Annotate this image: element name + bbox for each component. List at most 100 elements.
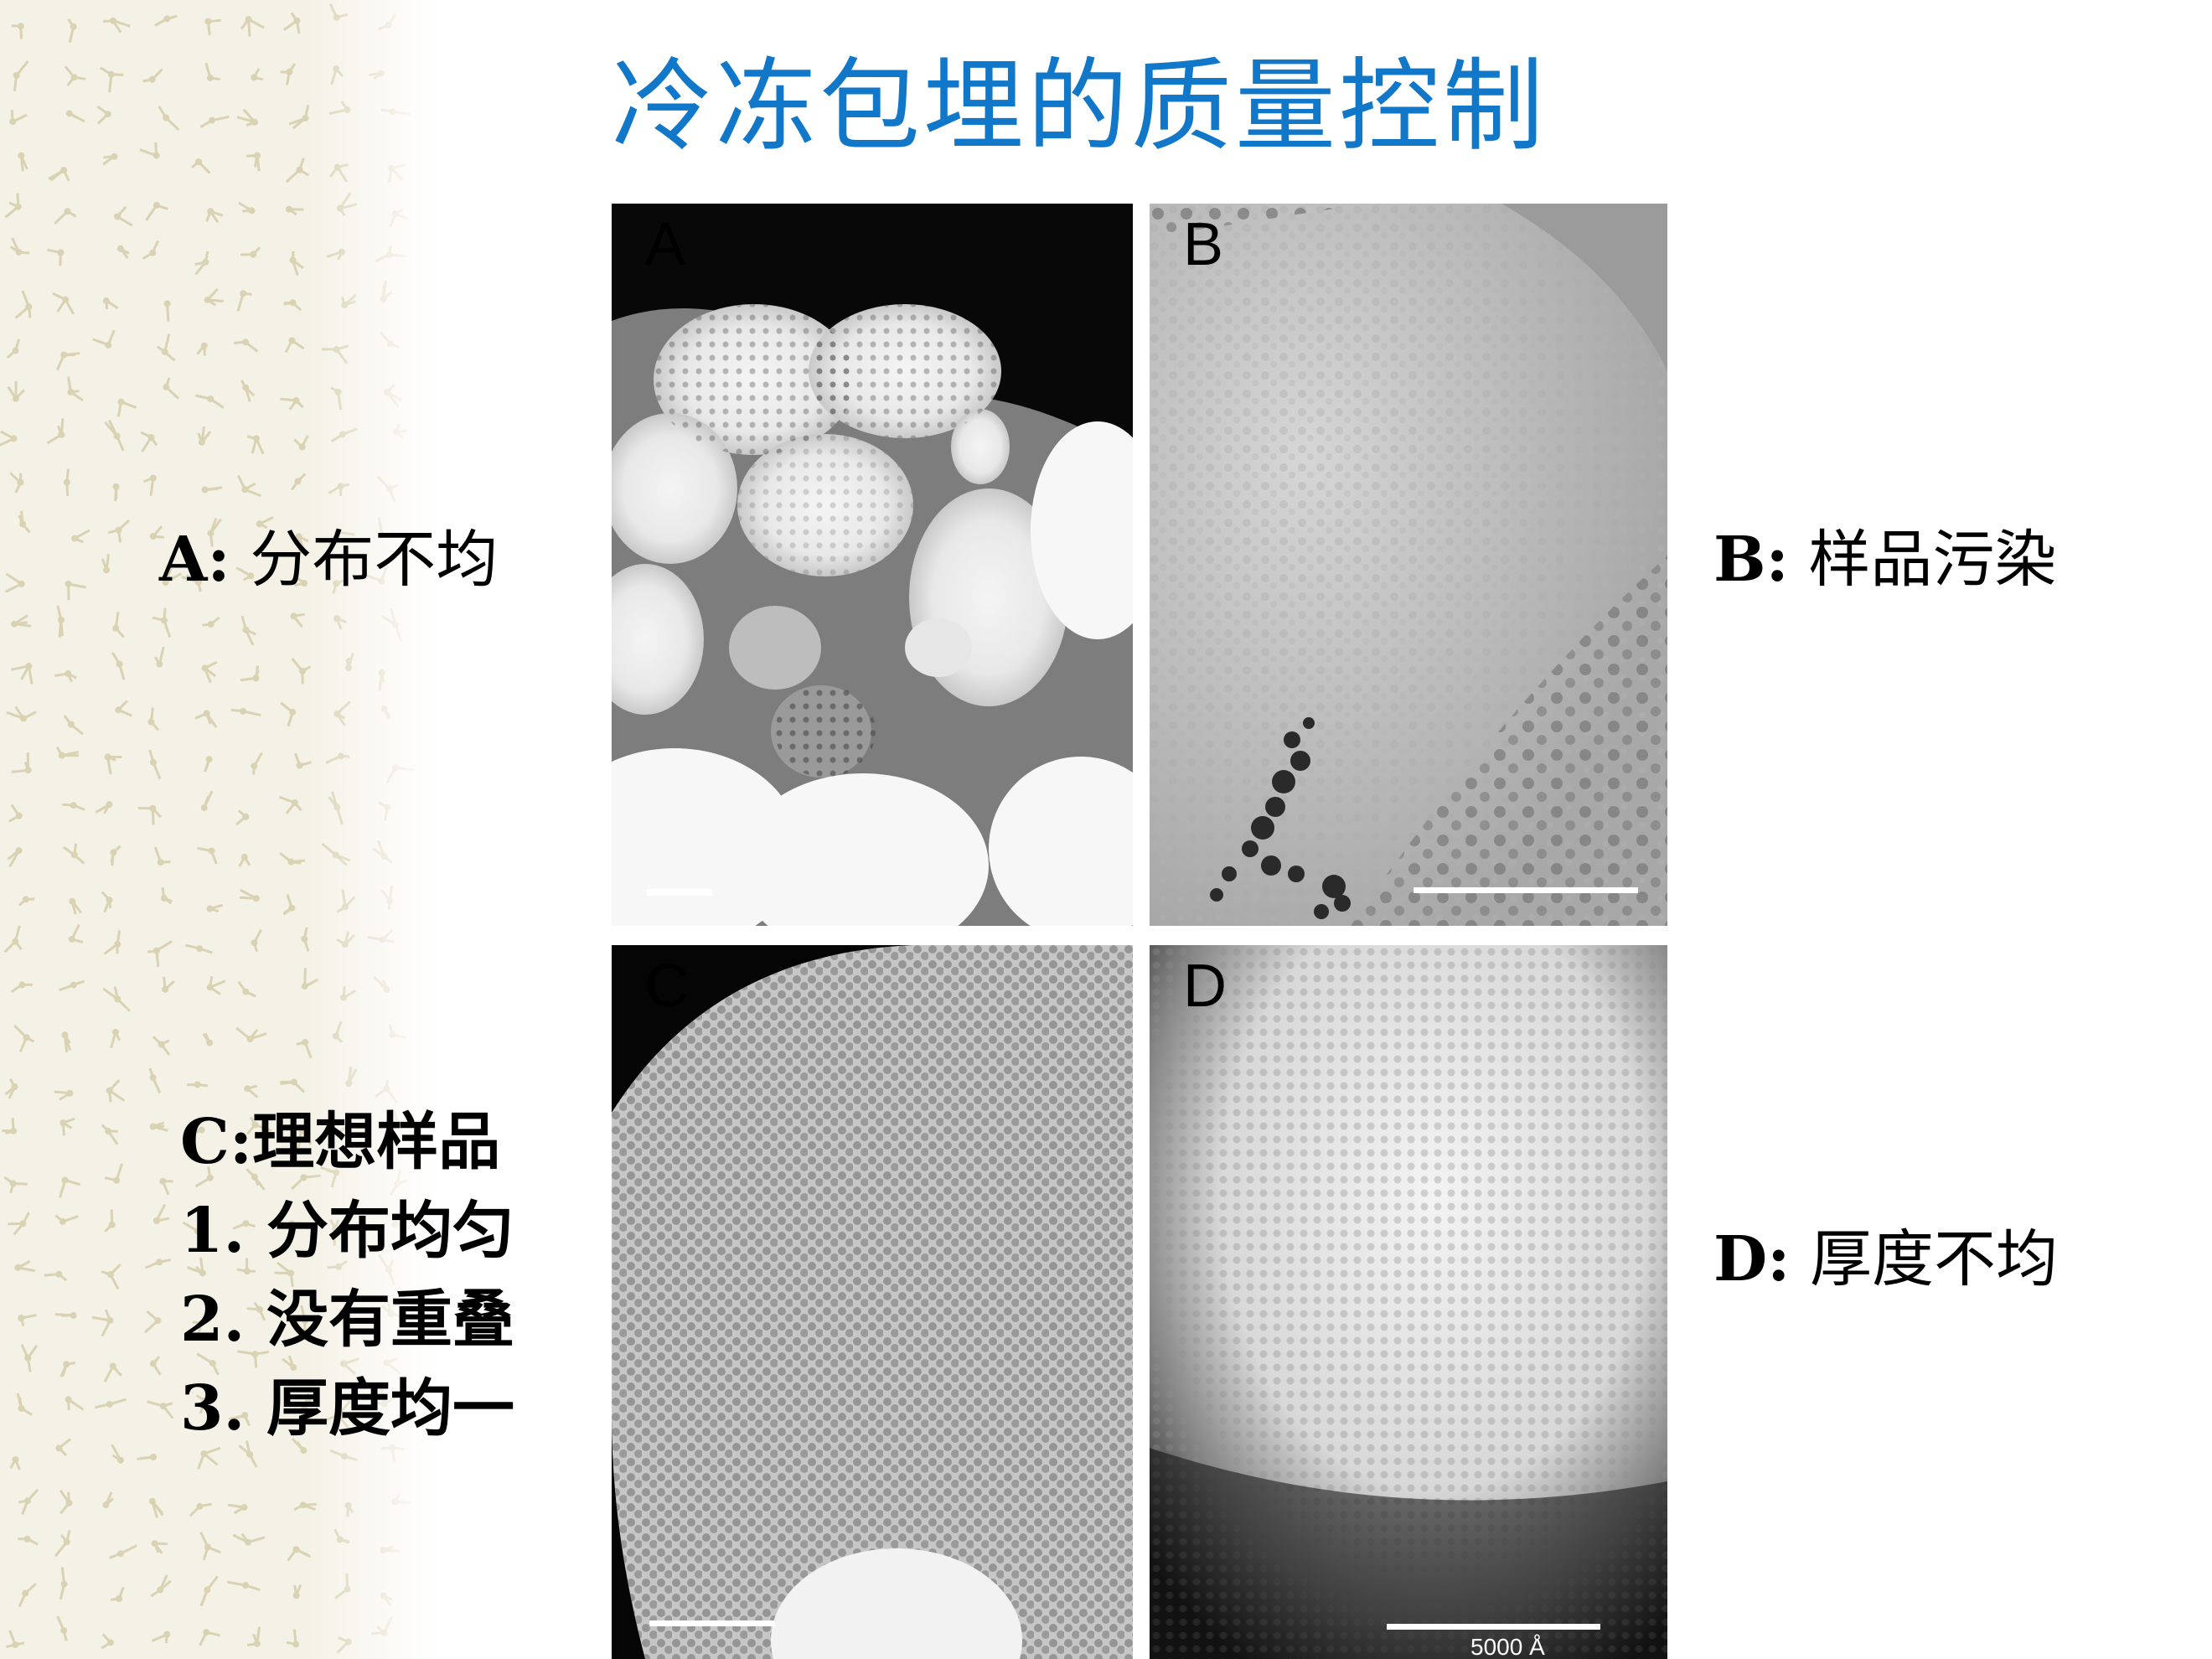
molecule-glyph — [112, 612, 125, 638]
molecule-glyph — [55, 351, 80, 371]
molecule-glyph — [116, 398, 137, 417]
molecule-glyph — [330, 427, 359, 443]
molecule-glyph — [18, 1535, 39, 1546]
molecule-glyph — [106, 1079, 126, 1103]
molecule-glyph — [296, 1038, 313, 1059]
molecule-glyph — [62, 843, 85, 865]
molecule-glyph — [65, 1396, 85, 1411]
molecule-glyph — [238, 1440, 258, 1468]
molecule-glyph — [383, 1357, 402, 1375]
molecule-glyph — [103, 930, 121, 955]
molecule-glyph — [235, 809, 250, 826]
molecule-glyph — [65, 580, 86, 601]
molecule-glyph — [238, 201, 256, 214]
molecule-glyph — [192, 1315, 215, 1335]
micrograph-panel-c: C — [612, 945, 1133, 1659]
molecule-glyph — [388, 163, 406, 183]
molecule-glyph — [300, 1305, 309, 1337]
molecule-glyph — [9, 472, 24, 494]
molecule-glyph — [389, 1110, 401, 1131]
molecule-glyph — [380, 280, 393, 302]
molecule-glyph — [114, 205, 133, 227]
molecule-glyph — [111, 652, 126, 680]
molecule-glyph — [345, 652, 354, 672]
molecule-glyph — [143, 1310, 162, 1334]
molecule-glyph — [104, 419, 125, 452]
molecule-glyph — [142, 68, 163, 83]
molecule-glyph — [95, 801, 113, 814]
molecule-glyph — [148, 1067, 162, 1094]
molecule-glyph — [107, 519, 131, 543]
molecule-glyph — [293, 435, 309, 451]
molecule-glyph — [147, 1400, 174, 1419]
molecule-glyph — [103, 1362, 122, 1382]
molecule-glyph — [238, 853, 251, 867]
molecule-glyph — [380, 108, 411, 116]
molecule-glyph — [251, 752, 263, 775]
molecule-glyph — [285, 158, 310, 183]
decorative-pattern — [0, 0, 436, 1659]
molecule-glyph — [9, 1455, 21, 1470]
molecule-glyph — [63, 715, 84, 736]
molecule-glyph — [115, 700, 132, 717]
micrograph-panel-b: B — [1150, 204, 1667, 926]
molecule-glyph — [102, 152, 118, 166]
molecule-glyph — [20, 1343, 39, 1372]
molecule-glyph — [292, 1584, 302, 1600]
molecule-glyph — [18, 152, 28, 172]
molecule-glyph — [233, 339, 259, 353]
molecule-glyph — [162, 976, 175, 993]
molecule-glyph — [163, 300, 171, 322]
molecule-glyph — [295, 533, 309, 555]
molecule-glyph — [232, 1532, 266, 1546]
molecule-glyph — [380, 885, 394, 910]
molecule-glyph — [206, 903, 224, 912]
molecule-glyph — [110, 1586, 125, 1602]
molecule-glyph — [204, 18, 221, 36]
molecule-glyph — [204, 62, 220, 81]
molecule-glyph — [13, 1025, 35, 1052]
molecule-glyph — [202, 616, 220, 628]
molecule-glyph — [59, 979, 85, 992]
molecule-glyph — [4, 193, 22, 219]
molecule-glyph — [246, 1301, 266, 1321]
molecule-glyph — [280, 701, 297, 727]
molecule-glyph — [159, 1177, 173, 1196]
molecule-glyph — [96, 105, 111, 125]
molecule-glyph — [251, 68, 264, 81]
molecule-glyph — [149, 1121, 168, 1132]
molecule-glyph — [375, 245, 406, 263]
molecule-glyph — [200, 790, 214, 811]
molecule-glyph — [55, 747, 80, 759]
molecule-glyph — [378, 801, 391, 821]
molecule-glyph — [332, 1021, 343, 1043]
molecule-glyph — [240, 615, 257, 646]
molecule-glyph — [102, 1491, 114, 1509]
molecule-glyph — [54, 1089, 74, 1101]
molecule-glyph — [339, 1308, 353, 1326]
molecule-glyph — [153, 846, 171, 866]
molecule-glyph — [3, 1176, 28, 1194]
label-a-text: 分布不均 — [250, 524, 499, 596]
molecule-glyph — [148, 749, 162, 780]
label-d-text: 厚度不均 — [1810, 1223, 2059, 1295]
molecule-glyph — [246, 1626, 261, 1647]
molecule-glyph — [102, 297, 119, 310]
molecule-glyph — [14, 1259, 36, 1273]
label-a-key: A: — [159, 524, 230, 596]
molecule-glyph — [102, 17, 131, 34]
molecule-glyph — [140, 431, 158, 452]
molecule-glyph — [364, 565, 389, 585]
molecule-glyph — [237, 1350, 270, 1368]
molecule-glyph — [204, 756, 213, 773]
molecule-glyph — [201, 486, 223, 494]
molecule-glyph — [326, 248, 345, 261]
molecule-glyph — [380, 1592, 393, 1607]
molecule-glyph — [294, 752, 312, 769]
molecule-glyph — [137, 1453, 157, 1460]
molecule-glyph — [240, 665, 260, 682]
label-c-line: 2. 没有重叠 — [180, 1284, 515, 1356]
label-a: A: 分布不均 — [159, 524, 498, 596]
molecule-glyph — [345, 1067, 358, 1087]
molecule-glyph — [4, 1078, 18, 1099]
